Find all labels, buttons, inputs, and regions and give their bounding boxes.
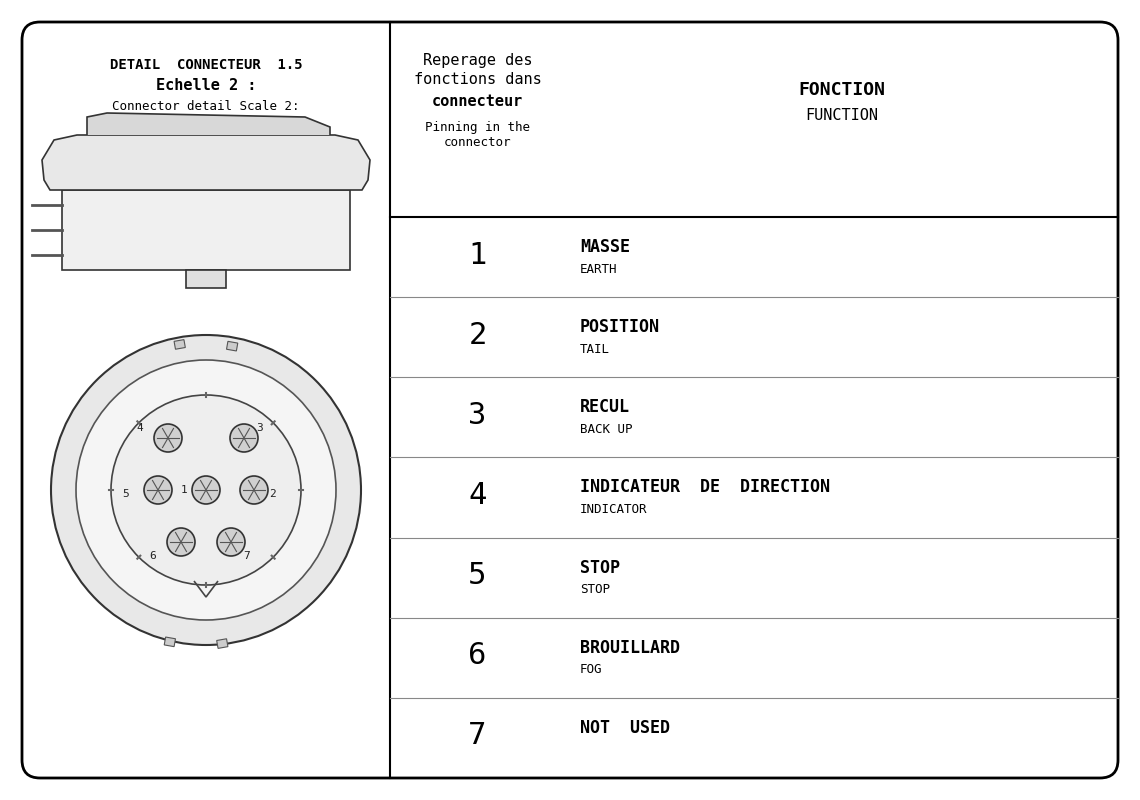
Text: Pinning in the: Pinning in the bbox=[425, 121, 530, 134]
Text: 3: 3 bbox=[469, 401, 487, 430]
Text: STOP: STOP bbox=[580, 583, 610, 596]
Text: BROUILLARD: BROUILLARD bbox=[580, 638, 679, 657]
Text: Echelle 2 :: Echelle 2 : bbox=[156, 78, 256, 94]
Text: fonctions dans: fonctions dans bbox=[414, 73, 542, 87]
Text: 6: 6 bbox=[149, 551, 156, 561]
Text: STOP: STOP bbox=[580, 558, 620, 577]
Bar bbox=[217, 638, 228, 648]
Text: NOT  USED: NOT USED bbox=[580, 719, 670, 737]
Bar bbox=[227, 342, 238, 351]
Text: FOG: FOG bbox=[580, 663, 603, 676]
Text: 4: 4 bbox=[469, 481, 487, 510]
PathPatch shape bbox=[87, 113, 329, 135]
Text: 2: 2 bbox=[469, 321, 487, 350]
FancyBboxPatch shape bbox=[22, 22, 1118, 778]
Text: TAIL: TAIL bbox=[580, 342, 610, 356]
Text: 2: 2 bbox=[269, 489, 276, 499]
Bar bbox=[174, 340, 186, 350]
Circle shape bbox=[192, 476, 220, 504]
Text: 7: 7 bbox=[244, 551, 251, 561]
Text: 5: 5 bbox=[469, 561, 487, 590]
Circle shape bbox=[76, 360, 336, 620]
Circle shape bbox=[154, 424, 182, 452]
Text: 1: 1 bbox=[469, 241, 487, 270]
Circle shape bbox=[217, 528, 245, 556]
Text: 5: 5 bbox=[123, 489, 129, 499]
Text: FUNCTION: FUNCTION bbox=[805, 107, 878, 122]
Circle shape bbox=[166, 528, 195, 556]
Text: 7: 7 bbox=[469, 722, 487, 750]
Text: INDICATEUR  DE  DIRECTION: INDICATEUR DE DIRECTION bbox=[580, 478, 830, 497]
Text: connecteur: connecteur bbox=[432, 94, 523, 110]
Circle shape bbox=[51, 335, 361, 645]
Text: Reperage des: Reperage des bbox=[423, 53, 532, 67]
Text: DETAIL  CONNECTEUR  1.5: DETAIL CONNECTEUR 1.5 bbox=[109, 58, 302, 72]
Circle shape bbox=[241, 476, 268, 504]
Bar bbox=[186, 270, 226, 288]
Text: 1: 1 bbox=[180, 485, 187, 495]
Text: 3: 3 bbox=[256, 423, 263, 433]
Text: FONCTION: FONCTION bbox=[798, 81, 885, 99]
Bar bbox=[62, 190, 350, 270]
Circle shape bbox=[230, 424, 258, 452]
Text: connector: connector bbox=[443, 135, 511, 149]
Circle shape bbox=[144, 476, 172, 504]
Text: POSITION: POSITION bbox=[580, 318, 660, 336]
Text: Connector detail Scale 2:: Connector detail Scale 2: bbox=[112, 101, 300, 114]
Text: RECUL: RECUL bbox=[580, 398, 630, 416]
Bar bbox=[164, 637, 176, 646]
Circle shape bbox=[111, 395, 301, 585]
Text: 6: 6 bbox=[469, 642, 487, 670]
Text: 4: 4 bbox=[137, 423, 144, 433]
Text: MASSE: MASSE bbox=[580, 238, 630, 256]
Text: EARTH: EARTH bbox=[580, 262, 618, 275]
Text: INDICATOR: INDICATOR bbox=[580, 503, 648, 516]
PathPatch shape bbox=[42, 135, 371, 190]
Text: BACK UP: BACK UP bbox=[580, 423, 633, 436]
